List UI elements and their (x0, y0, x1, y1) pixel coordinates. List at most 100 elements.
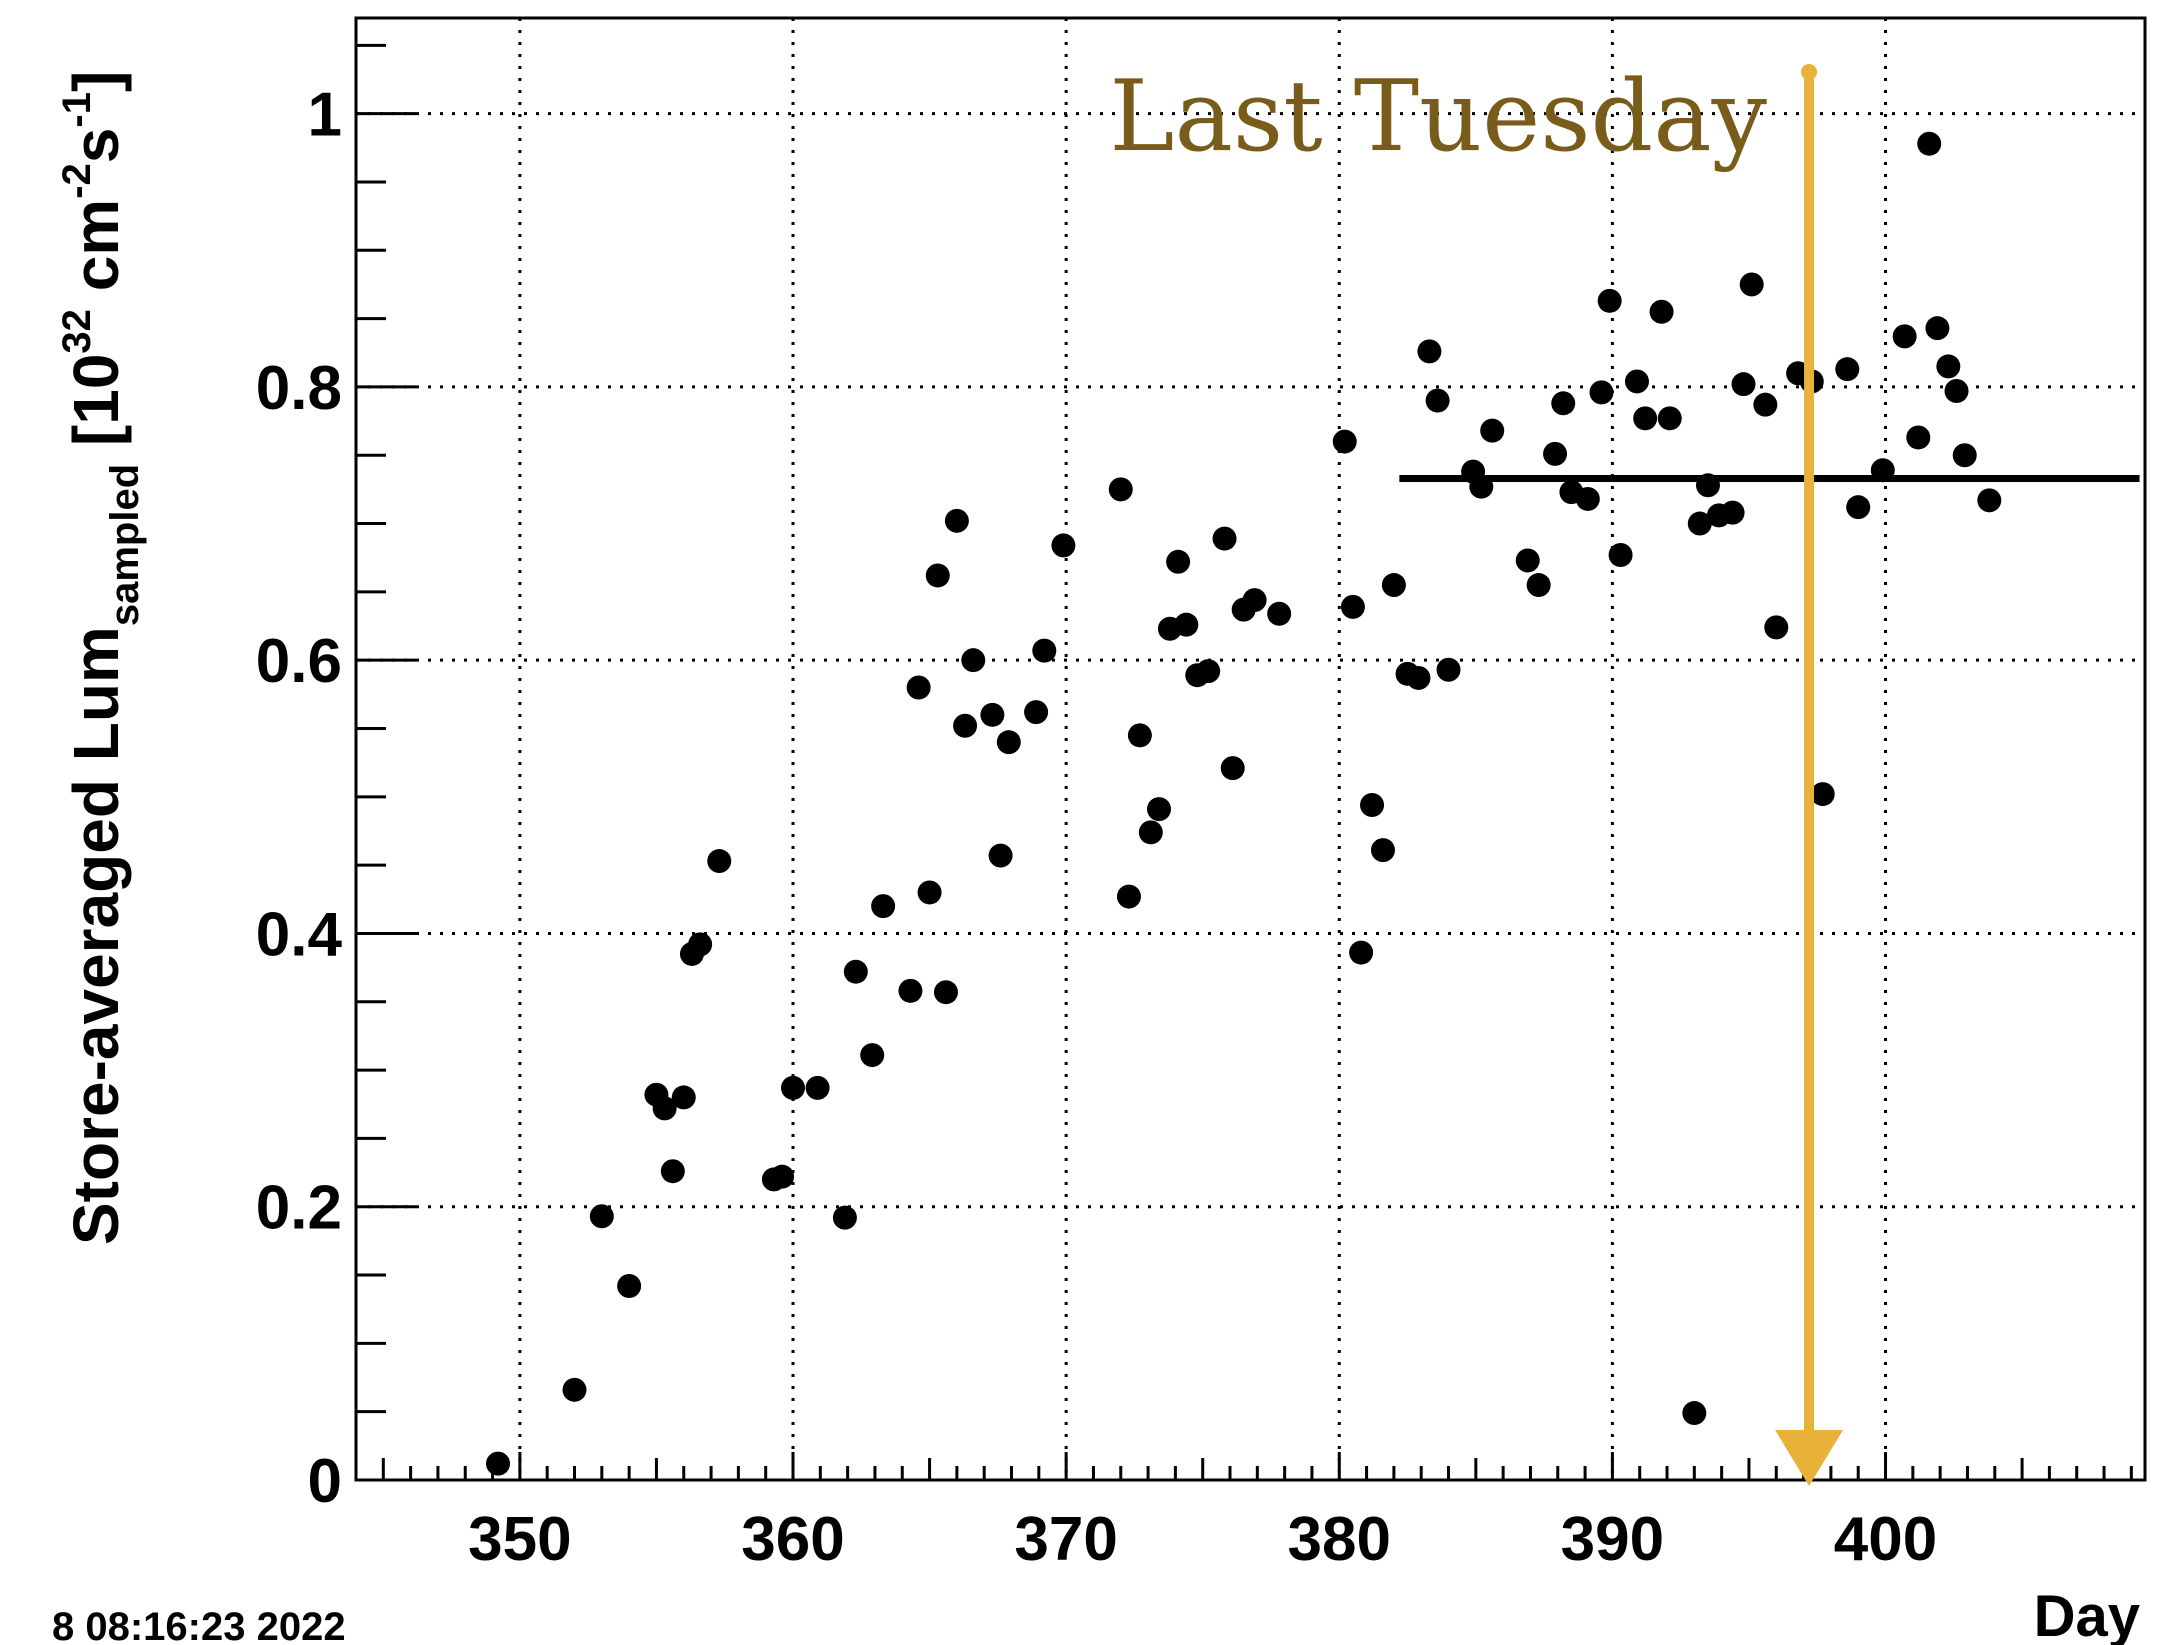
data-point (1846, 495, 1871, 520)
data-point (671, 1085, 696, 1110)
data-point (1349, 940, 1374, 965)
x-tick-label: 400 (1834, 1505, 1937, 1574)
data-point (1936, 354, 1961, 379)
data-point (1174, 612, 1199, 637)
x-tick-label: 350 (468, 1505, 571, 1574)
y-tick-label: 0 (308, 1447, 342, 1516)
y-tick-label: 0.2 (256, 1174, 342, 1243)
data-point (1810, 782, 1835, 807)
y-tick-label: 0.8 (256, 354, 342, 423)
timestamp-text: 8 08:16:23 2022 (52, 1605, 346, 1645)
plot-border (354, 16, 2147, 1482)
data-point (1870, 458, 1895, 483)
data-point (1835, 357, 1860, 382)
data-point (1589, 380, 1614, 405)
data-point (1739, 272, 1764, 297)
data-point (1624, 369, 1649, 394)
data-point (1166, 549, 1191, 574)
annotation-label: Last Tuesday (1109, 60, 1767, 174)
data-point (1597, 288, 1622, 313)
x-tick-label: 390 (1561, 1505, 1664, 1574)
data-point (1925, 316, 1950, 341)
data-point (1682, 1401, 1707, 1426)
data-point (1116, 884, 1141, 909)
data-point (961, 648, 986, 673)
data-point (589, 1204, 614, 1229)
data-point (1917, 131, 1942, 156)
data-point (1515, 548, 1540, 573)
data-point (1764, 615, 1789, 640)
data-point (1406, 665, 1431, 690)
data-point (1695, 473, 1720, 498)
axis-ticks (356, 43, 2133, 1482)
data-point (617, 1273, 642, 1298)
x-tick-label: 380 (1288, 1505, 1391, 1574)
data-point (1267, 601, 1292, 626)
data-point (996, 730, 1021, 755)
data-point (933, 980, 958, 1005)
annotation-arrowhead (1775, 1430, 1844, 1486)
y-tick-label: 1 (308, 81, 342, 150)
data-point (1360, 793, 1385, 818)
data-point (1608, 542, 1633, 567)
data-point (1543, 441, 1568, 466)
data-point (1425, 388, 1450, 413)
data-point (1944, 379, 1969, 404)
data-point (980, 702, 1005, 727)
data-point (1892, 324, 1917, 349)
data-point (1212, 526, 1237, 551)
data-point (1649, 299, 1674, 324)
data-point (486, 1451, 511, 1476)
data-point (898, 978, 923, 1003)
data-point (805, 1075, 830, 1100)
data-point (707, 849, 732, 874)
x-axis-title: Day (2034, 1584, 2140, 1645)
data-point (1024, 700, 1049, 725)
data-point (860, 1043, 885, 1068)
data-point (770, 1164, 795, 1189)
data-point (944, 508, 969, 533)
data-point (1906, 425, 1931, 450)
x-tick-label: 370 (1014, 1505, 1117, 1574)
data-point (652, 1096, 677, 1121)
data-point (1332, 429, 1357, 454)
data-point (781, 1075, 806, 1100)
data-point (1242, 588, 1267, 613)
data-point (906, 675, 931, 700)
data-point (1196, 659, 1221, 684)
data-point (562, 1377, 587, 1402)
annotation-arrow-tail (1801, 64, 1818, 80)
x-tick-label: 360 (741, 1505, 844, 1574)
data-point (1526, 573, 1551, 598)
data-point (1370, 838, 1395, 863)
data-point (1720, 500, 1745, 525)
data-point (1731, 372, 1756, 397)
data-point (1051, 533, 1076, 558)
data-point (1108, 477, 1133, 502)
data-point (1220, 756, 1245, 781)
data-point (1687, 511, 1712, 536)
data-point (688, 932, 713, 957)
axis-tick-labels: 350 360 370 380 390 400 0 0.2 0.4 0.6 0.8 1 (256, 81, 1937, 1574)
data-point (1417, 339, 1442, 364)
grid-lines (356, 18, 2145, 1480)
data-point (953, 713, 978, 738)
data-point (925, 563, 950, 588)
data-point (1551, 391, 1576, 416)
data-point (1381, 573, 1406, 598)
data-point (1147, 797, 1172, 822)
plot-frame (354, 16, 2147, 1482)
data-point (1032, 638, 1057, 663)
data-point (832, 1205, 857, 1230)
data-point (1977, 488, 2002, 513)
last-tuesday-annotation: Last Tuesday (1109, 60, 1844, 1486)
y-tick-label: 0.6 (256, 627, 342, 696)
data-point (1340, 594, 1365, 619)
data-point (1753, 392, 1778, 417)
data-point (1436, 657, 1461, 682)
data-point (1127, 723, 1152, 748)
data-point (988, 843, 1013, 868)
data-point (917, 880, 942, 905)
